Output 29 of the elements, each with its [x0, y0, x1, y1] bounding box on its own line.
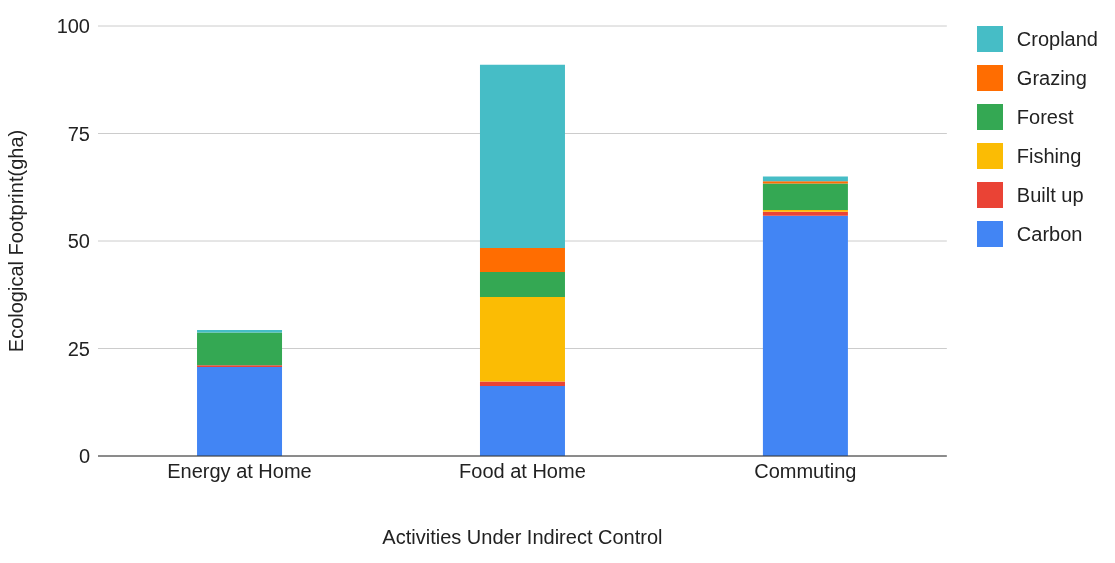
x-tick-label: Commuting	[754, 460, 857, 483]
y-axis-title: Ecological Footprint(gha)	[5, 129, 28, 353]
y-tick-label: 100	[56, 15, 90, 38]
bar	[479, 381, 565, 386]
bar	[479, 296, 565, 382]
y-tick-label: 25	[67, 337, 90, 360]
bar	[197, 366, 283, 456]
x-tick-label: Energy at Home	[167, 460, 312, 483]
bar	[762, 215, 848, 456]
x-tick-label: Food at Home	[459, 460, 586, 483]
y-tick-label: 0	[78, 445, 90, 468]
legend-label: Built up	[1016, 183, 1084, 207]
bar	[762, 211, 848, 216]
bar	[762, 181, 848, 184]
bar	[479, 385, 565, 456]
bar	[479, 64, 565, 248]
y-tick-label: 75	[67, 122, 90, 145]
legend-label: Carbon	[1016, 222, 1083, 246]
legend-label: Grazing	[1016, 66, 1087, 90]
bar	[197, 330, 283, 333]
y-tick-label: 50	[67, 230, 90, 253]
bar	[479, 271, 565, 297]
x-axis-title: Activities Under Indirect Control	[382, 526, 663, 548]
legend-label: Cropland	[1016, 27, 1098, 51]
bar	[197, 332, 283, 366]
legend-label: Fishing	[1016, 144, 1082, 168]
bar	[762, 183, 848, 211]
legend-label: Forest	[1016, 105, 1074, 129]
bar	[479, 247, 565, 272]
